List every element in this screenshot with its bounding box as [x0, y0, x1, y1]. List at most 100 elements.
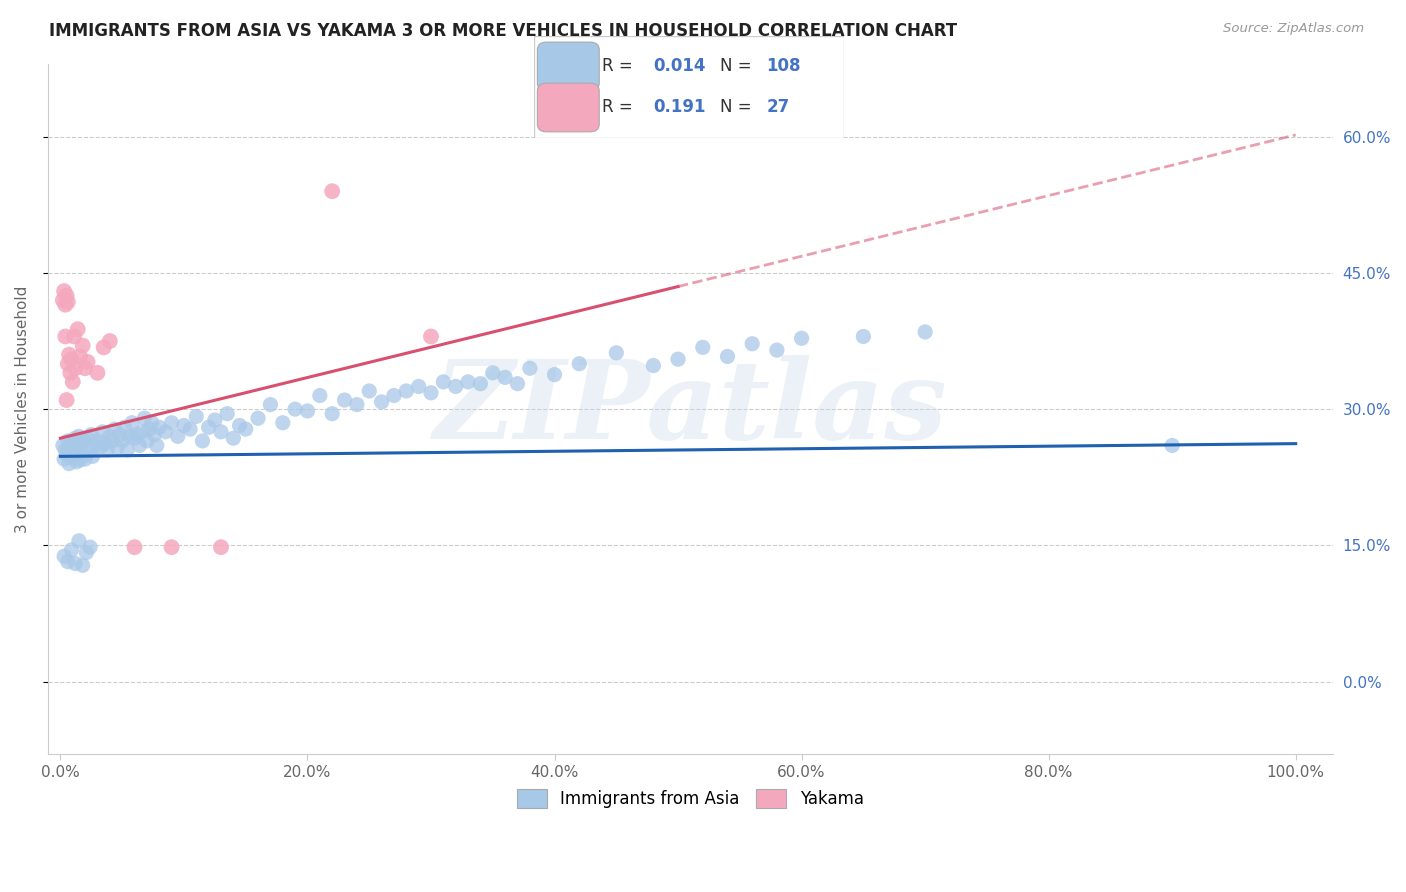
Text: IMMIGRANTS FROM ASIA VS YAKAMA 3 OR MORE VEHICLES IN HOUSEHOLD CORRELATION CHART: IMMIGRANTS FROM ASIA VS YAKAMA 3 OR MORE… [49, 22, 957, 40]
Point [143, 427, 166, 442]
Point [72, 448, 94, 462]
Point [63, 329, 86, 343]
Point [235, 422, 257, 436]
Point [494, 370, 516, 384]
Point [308, 388, 330, 402]
Point [790, 331, 813, 345]
Point [63, 446, 86, 460]
Point [321, 407, 343, 421]
Point [98, 429, 121, 443]
Point [108, 427, 131, 442]
Point [321, 184, 343, 198]
Point [420, 385, 443, 400]
Point [53, 284, 76, 298]
Point [73, 434, 96, 448]
Text: R =: R = [602, 57, 633, 76]
Point [67, 429, 90, 443]
Point [93, 340, 115, 354]
Point [457, 375, 479, 389]
Point [94, 436, 117, 450]
Point [148, 420, 170, 434]
Point [741, 336, 763, 351]
Point [66, 322, 89, 336]
Point [58, 457, 80, 471]
Point [124, 431, 146, 445]
Point [82, 450, 104, 464]
Point [131, 425, 153, 439]
Point [76, 431, 98, 445]
Point [65, 431, 87, 445]
Point [179, 422, 201, 436]
Point [91, 425, 114, 439]
Point [766, 343, 789, 357]
Point [75, 452, 97, 467]
Point [370, 395, 392, 409]
Point [53, 452, 76, 467]
Point [359, 384, 381, 398]
Point [55, 288, 77, 302]
Point [59, 366, 82, 380]
Point [605, 346, 627, 360]
Point [67, 533, 90, 548]
Point [259, 398, 281, 412]
Point [1161, 438, 1184, 452]
Point [69, 453, 91, 467]
Point [53, 298, 76, 312]
Point [692, 340, 714, 354]
Point [53, 549, 76, 564]
Point [197, 420, 219, 434]
Point [643, 359, 665, 373]
Point [716, 350, 738, 364]
Point [271, 416, 294, 430]
Point [52, 293, 75, 308]
Point [60, 352, 83, 367]
Point [55, 392, 77, 407]
Point [247, 411, 270, 425]
Point [60, 450, 83, 464]
Point [568, 357, 591, 371]
Point [118, 429, 141, 443]
FancyBboxPatch shape [537, 42, 599, 91]
Text: N =: N = [720, 57, 751, 76]
Point [114, 420, 136, 434]
Point [914, 325, 936, 339]
Point [346, 398, 368, 412]
Point [56, 434, 79, 448]
Text: 0.191: 0.191 [654, 98, 706, 117]
Point [543, 368, 565, 382]
Point [98, 334, 121, 348]
Point [138, 422, 160, 436]
Point [80, 427, 103, 442]
Point [56, 357, 79, 371]
Point [84, 438, 107, 452]
Point [155, 425, 177, 439]
Point [65, 361, 87, 376]
Point [69, 350, 91, 364]
Point [145, 438, 167, 452]
Text: Source: ZipAtlas.com: Source: ZipAtlas.com [1223, 22, 1364, 36]
Text: 0.014: 0.014 [654, 57, 706, 76]
Point [121, 416, 143, 430]
Point [395, 384, 418, 398]
Point [204, 413, 226, 427]
Point [75, 361, 97, 376]
Point [382, 388, 405, 402]
Point [420, 329, 443, 343]
Point [166, 429, 188, 443]
Point [79, 442, 101, 457]
Point [104, 422, 127, 436]
Point [124, 540, 146, 554]
Point [228, 418, 250, 433]
Point [60, 542, 83, 557]
Point [75, 546, 97, 560]
Point [56, 555, 79, 569]
Point [852, 329, 875, 343]
Text: N =: N = [720, 98, 751, 117]
Point [209, 425, 232, 439]
Point [297, 404, 319, 418]
Point [284, 402, 307, 417]
Point [173, 418, 195, 433]
Point [444, 379, 467, 393]
Point [72, 338, 94, 352]
Point [52, 438, 75, 452]
